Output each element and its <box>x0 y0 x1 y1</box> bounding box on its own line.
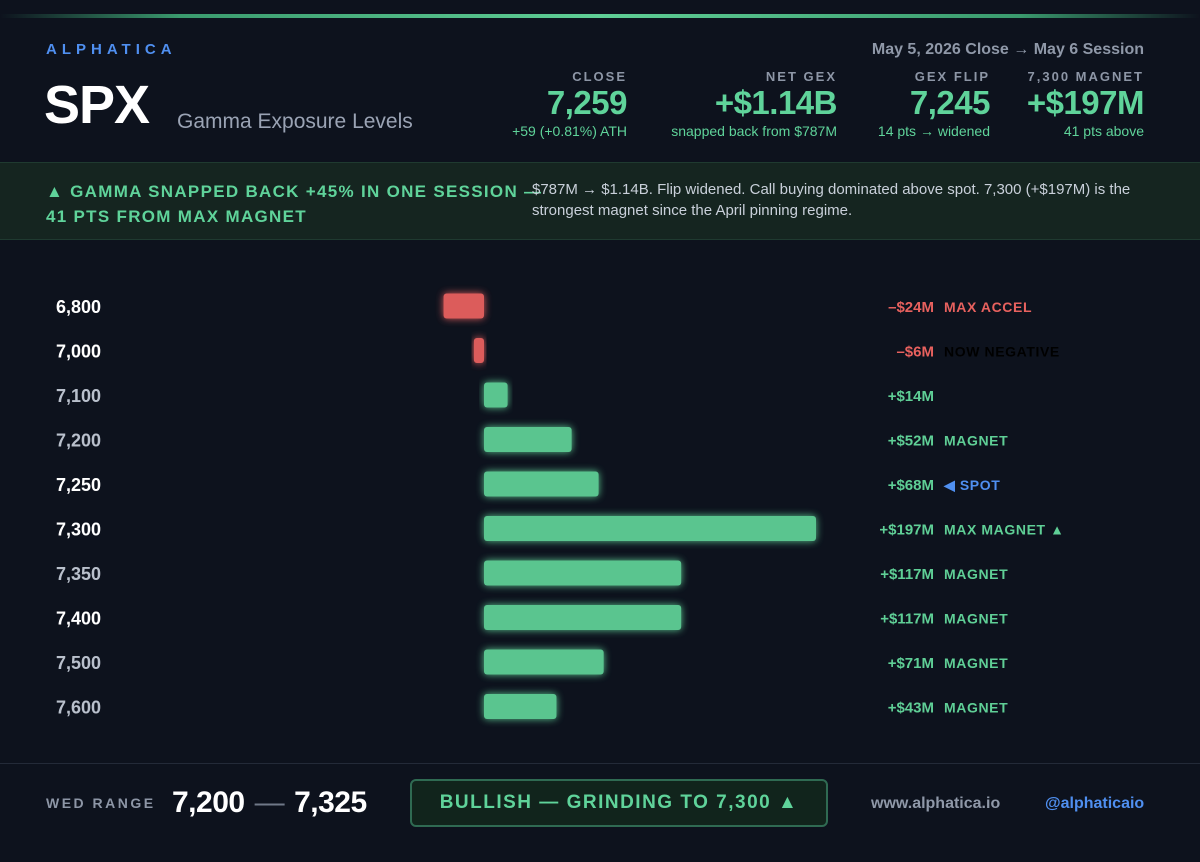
strike-label: 6,800 <box>56 297 101 317</box>
range-high: 7,325 <box>294 786 367 819</box>
gex-bar <box>484 605 682 630</box>
stat-label: CLOSE <box>572 69 627 84</box>
strike-label: 7,400 <box>56 609 101 629</box>
strike-label: 7,250 <box>56 475 101 495</box>
value-label: +$14M <box>888 388 934 405</box>
gex-bar <box>484 560 682 586</box>
level-tag: MAX MAGNET ▲ <box>944 522 1065 538</box>
stat-sub: snapped back from $787M <box>671 123 837 139</box>
brand-logo: ALPHATICA <box>46 41 177 58</box>
level-tag: NOW NEGATIVE <box>944 344 1060 360</box>
gex-bar <box>473 338 484 363</box>
value-label: +$197M <box>879 522 934 539</box>
value-label: +$117M <box>880 611 934 628</box>
range-separator: — <box>254 786 285 819</box>
banner-headline: ▲ GAMMA SNAPPED BACK +45% IN ONE SESSION… <box>46 182 543 226</box>
gex-bar <box>484 382 508 408</box>
gex-bar <box>484 694 557 719</box>
ticker-symbol: SPX <box>44 75 150 135</box>
stat-close: CLOSE 7,259 +59 (+0.81%) ATH <box>512 69 627 139</box>
accent-line <box>0 14 1200 18</box>
gex-bar <box>484 427 572 452</box>
gex-bar <box>443 293 484 319</box>
stat-value: +$1.14B <box>714 84 838 121</box>
stat-value: +$197M <box>1026 84 1145 121</box>
level-tag: MAGNET <box>944 700 1008 716</box>
page-subtitle: Gamma Exposure Levels <box>177 110 413 133</box>
level-tag: MAX ACCEL <box>944 299 1032 315</box>
level-tag: MAGNET <box>944 611 1008 627</box>
strike-label: 7,350 <box>56 564 101 584</box>
strike-label: 7,300 <box>56 520 101 540</box>
value-label: +$71M <box>888 655 934 672</box>
stat-magnet: 7,300 MAGNET +$197M 41 pts above <box>1026 69 1145 139</box>
website-link[interactable]: www.alphatica.io <box>871 795 1001 812</box>
strike-label: 7,200 <box>56 431 101 451</box>
value-label: +$68M <box>888 477 934 494</box>
strike-label: 7,100 <box>56 386 101 406</box>
stat-label: NET GEX <box>765 69 837 84</box>
stat-sub: 41 pts above <box>1063 123 1144 139</box>
value-label: –$24M <box>888 299 934 316</box>
strike-label: 7,600 <box>56 698 101 718</box>
stat-gex-flip: GEX FLIP 7,245 14 pts → widened <box>877 69 991 139</box>
level-tag: MAGNET <box>944 655 1008 671</box>
gex-bar <box>484 516 816 541</box>
gex-bar <box>484 649 604 675</box>
gex-bar-chart: 6,800 –$24M MAX ACCEL 7,000 –$6M NOW NEGATIVE… <box>56 293 1065 719</box>
stat-sub: +59 (+0.81%) ATH <box>512 123 627 139</box>
session-date: May 5, 2026 Close → May 6 Session <box>871 41 1144 58</box>
banner-text: $787M → $1.14B. Flip widened. Call buyin… <box>532 181 1131 219</box>
level-tag: MAGNET <box>944 433 1008 449</box>
value-label: +$117M <box>880 566 934 583</box>
alert-banner <box>0 162 1200 240</box>
social-handle[interactable]: @alphaticaio <box>1045 795 1145 812</box>
stat-value: 7,259 <box>546 84 628 121</box>
range-value: 7,200 — 7,325 <box>172 786 367 820</box>
stat-value: 7,245 <box>909 84 991 121</box>
level-tag: ◀ SPOT <box>943 477 1000 493</box>
value-label: –$6M <box>896 344 934 361</box>
level-tag: MAGNET <box>944 566 1008 582</box>
stat-sub: 14 pts → widened <box>877 123 990 139</box>
value-label: +$43M <box>888 700 934 717</box>
range-label: WED RANGE <box>46 795 156 811</box>
stat-label: 7,300 MAGNET <box>1027 69 1144 84</box>
gex-bar <box>484 471 599 497</box>
stat-net-gex: NET GEX +$1.14B snapped back from $787M <box>671 69 837 139</box>
verdict-badge: BULLISH — GRINDING TO 7,300 ▲ <box>410 779 828 827</box>
range-low: 7,200 <box>172 786 245 819</box>
stat-label: GEX FLIP <box>914 69 990 84</box>
value-label: +$52M <box>888 433 934 450</box>
strike-label: 7,000 <box>56 342 101 362</box>
strike-label: 7,500 <box>56 653 101 673</box>
